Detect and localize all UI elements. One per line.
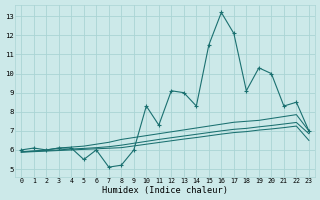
X-axis label: Humidex (Indice chaleur): Humidex (Indice chaleur) <box>102 186 228 195</box>
